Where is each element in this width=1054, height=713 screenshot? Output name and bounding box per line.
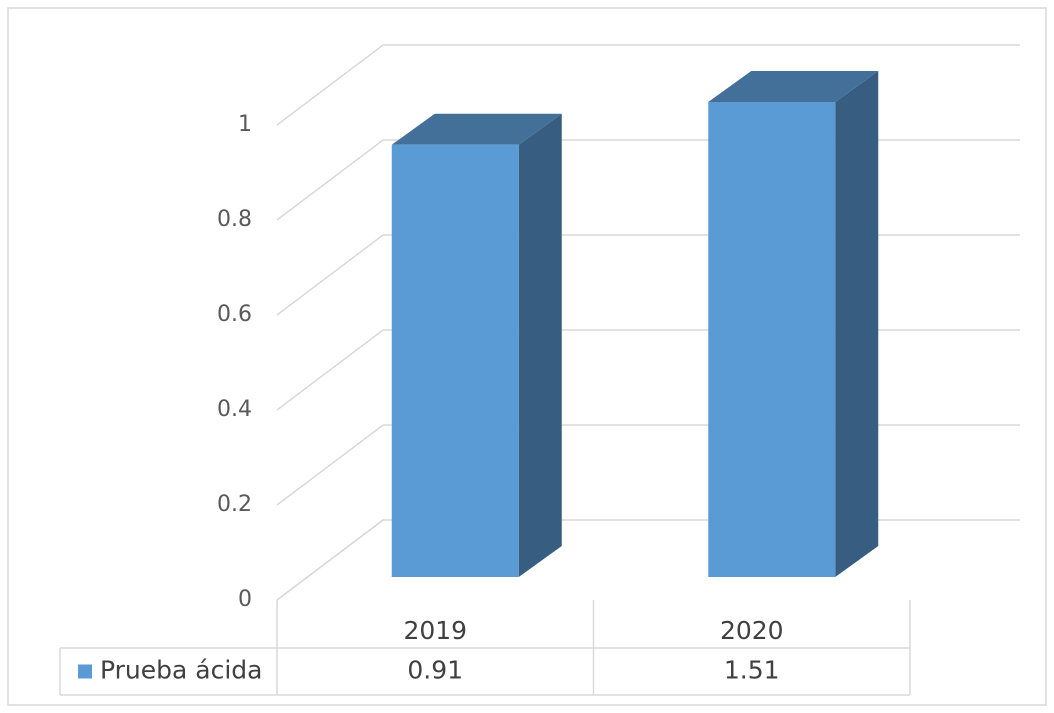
- bar: [708, 71, 879, 577]
- y-tick-label: 0.8: [217, 207, 252, 232]
- data-table: 2019 2020 Prueba ácida 0.91 1.51: [59, 600, 911, 696]
- grid-line: [276, 519, 384, 601]
- x-tick-label: 2020: [720, 616, 784, 645]
- bar-top: [391, 113, 562, 145]
- bar-top: [708, 71, 879, 102]
- table-value: 0.91: [407, 656, 463, 685]
- y-tick-label: 0.4: [217, 397, 252, 422]
- y-tick-label: 0: [238, 587, 252, 612]
- y-tick-label: 0.6: [217, 302, 252, 327]
- y-tick-label: 0.2: [217, 492, 252, 517]
- y-tick-label: 1: [238, 112, 252, 137]
- bar-side: [518, 113, 562, 577]
- legend-key: [78, 664, 92, 679]
- x-tick-label: 2019: [403, 616, 467, 645]
- bar-side: [835, 71, 879, 577]
- grid-line: [276, 44, 384, 126]
- grid-line: [276, 139, 384, 221]
- grid-line: [276, 329, 384, 411]
- grid-line: [276, 234, 384, 316]
- table-value: 1.51: [724, 656, 780, 685]
- legend-label: Prueba ácida: [100, 656, 262, 685]
- bar: [391, 113, 562, 577]
- bar-front: [708, 102, 836, 577]
- bar-front: [391, 144, 519, 577]
- grid-line: [276, 424, 384, 506]
